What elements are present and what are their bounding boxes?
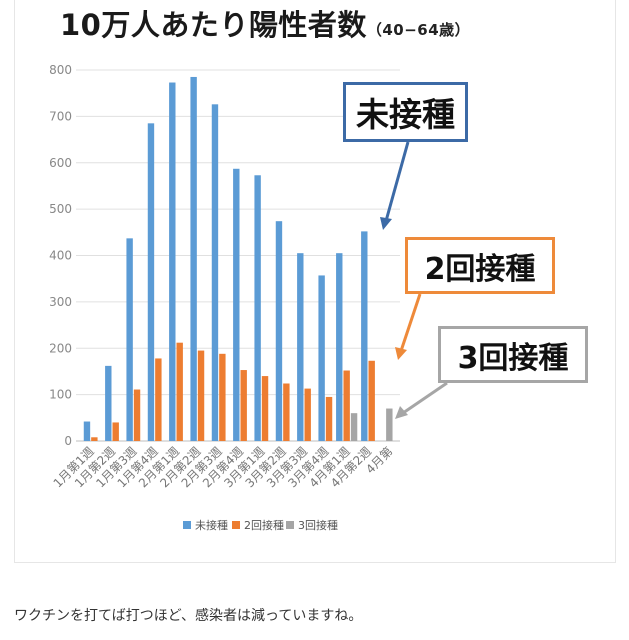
legend-label-dose3: 3回接種 bbox=[298, 518, 338, 532]
y-tick-label: 700 bbox=[49, 109, 72, 123]
y-tick-label: 0 bbox=[64, 434, 72, 448]
bar-unvaccinated bbox=[190, 76, 197, 442]
bar-unvaccinated bbox=[169, 82, 176, 442]
chart-title: 10万人あたり陽性者数（40−64歳） bbox=[60, 2, 470, 44]
arrow-dose2-line bbox=[399, 293, 422, 352]
x-axis-ticks: 1月第1週1月第2週1月第3週1月第4週2月第1週2月第2週2月第3週2月第4週… bbox=[51, 444, 396, 490]
y-tick-label: 800 bbox=[49, 63, 72, 77]
bar-unvaccinated bbox=[147, 123, 155, 442]
bar-dose2 bbox=[325, 396, 333, 441]
callout-dose3: 3回接種 bbox=[438, 326, 588, 383]
legend: 未接種 2回接種 3回接種 bbox=[183, 518, 338, 532]
bar-dose2 bbox=[261, 376, 269, 441]
bar-dose2 bbox=[240, 370, 247, 441]
bar-dose3 bbox=[350, 413, 358, 441]
arrow-unvax-head bbox=[380, 217, 392, 230]
callout-unvaccinated: 未接種 bbox=[343, 82, 468, 142]
legend-label-dose2: 2回接種 bbox=[244, 518, 284, 532]
bar-dose2 bbox=[283, 383, 290, 441]
bar-unvaccinated bbox=[361, 231, 368, 441]
bar-unvaccinated bbox=[126, 238, 133, 441]
caption-text: ワクチンを打てば打つほど、感染者は減っていますね。 bbox=[14, 608, 363, 624]
bar-dose3 bbox=[386, 408, 393, 441]
bar-unvaccinated bbox=[275, 221, 283, 441]
y-tick-label: 500 bbox=[49, 202, 72, 216]
bar-dose2 bbox=[112, 422, 119, 441]
bars bbox=[83, 76, 393, 442]
bar-dose2 bbox=[155, 358, 162, 441]
arrow-unvax-line bbox=[384, 141, 410, 222]
bar-unvaccinated bbox=[83, 421, 91, 441]
legend-swatch-dose3 bbox=[286, 521, 294, 529]
bar-dose2 bbox=[219, 353, 226, 441]
bar-dose2 bbox=[343, 370, 350, 441]
arrow-dose3-line bbox=[402, 381, 448, 415]
legend-swatch-dose2 bbox=[232, 521, 240, 529]
bar-dose2 bbox=[176, 342, 183, 441]
chart-subtitle: （40−64歳） bbox=[366, 21, 471, 39]
bar-dose2 bbox=[133, 389, 141, 441]
y-tick-label: 600 bbox=[49, 156, 72, 170]
y-tick-label: 300 bbox=[49, 295, 72, 309]
bar-unvaccinated bbox=[233, 168, 240, 441]
y-axis-ticks: 0 100 200 300 400 500 600 700 800 bbox=[49, 63, 72, 448]
bar-dose2 bbox=[304, 388, 311, 441]
arrow-dose2-head bbox=[395, 347, 407, 360]
bar-unvaccinated bbox=[211, 104, 219, 441]
arrow-dose3-head bbox=[395, 406, 408, 419]
y-tick-label: 200 bbox=[49, 341, 72, 355]
legend-swatch-unvaccinated bbox=[183, 521, 191, 529]
bar-chart: 0 100 200 300 400 500 600 700 800 1月第1週1月第2週1月第3… bbox=[49, 63, 448, 532]
bar-unvaccinated bbox=[336, 253, 343, 441]
callout-arrows bbox=[380, 141, 448, 419]
y-tick-label: 100 bbox=[49, 388, 72, 402]
bar-unvaccinated bbox=[318, 275, 325, 441]
bar-unvaccinated bbox=[105, 365, 112, 441]
bar-dose2 bbox=[368, 360, 375, 441]
callout-dose2: 2回接種 bbox=[405, 237, 555, 294]
bar-dose2 bbox=[91, 437, 98, 441]
bar-unvaccinated bbox=[297, 253, 304, 441]
chart-title-text: 10万人あたり陽性者数 bbox=[60, 8, 367, 42]
legend-label-unvaccinated: 未接種 bbox=[195, 518, 228, 532]
y-tick-label: 400 bbox=[49, 249, 72, 263]
bar-dose2 bbox=[197, 350, 205, 441]
bar-unvaccinated bbox=[254, 175, 261, 442]
